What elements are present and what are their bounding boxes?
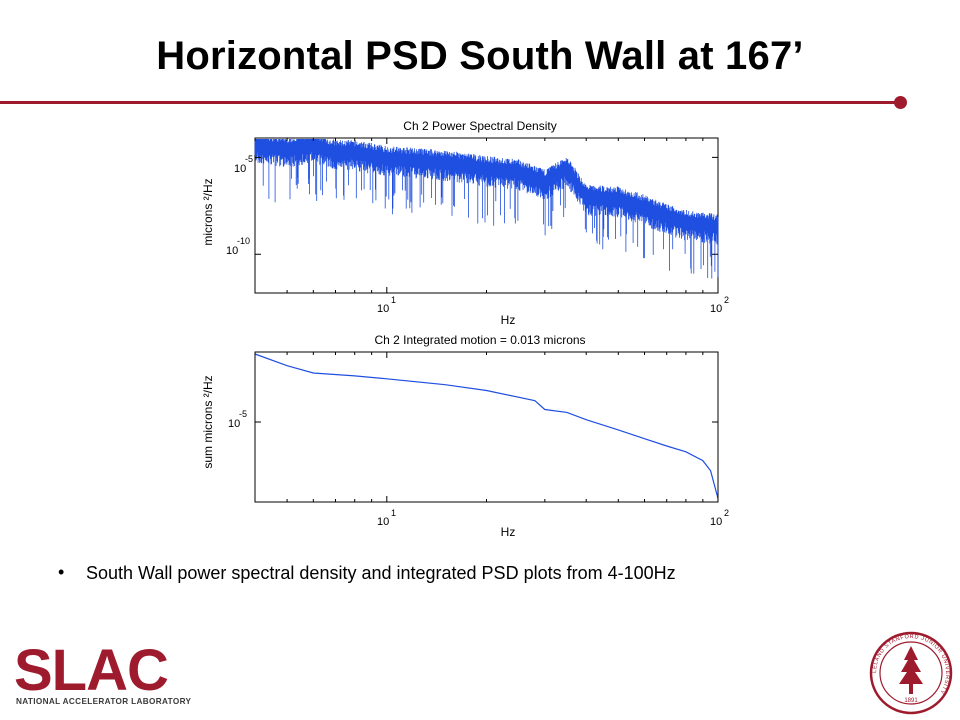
psd-chart-title: Ch 2 Power Spectral Density [403, 119, 556, 133]
psd-y-axis-label: microns ²/Hz [201, 178, 215, 245]
integrated-y-tick-1-base: 10 [228, 418, 240, 430]
slac-logo: SLAC [14, 642, 169, 698]
psd-y-tick-2-base: 10 [226, 245, 238, 257]
bullet-text: South Wall power spectral density and in… [86, 563, 676, 583]
psd-y-tick-1-exp: -5 [245, 154, 253, 164]
integrated-y-axis-label: sum microns ²/Hz [201, 375, 215, 468]
psd-series-trace [254, 139, 719, 279]
psd-y-tick-1-base: 10 [234, 163, 246, 175]
psd-x-tick-2-base: 10 [710, 303, 722, 315]
seal-tree [899, 646, 923, 694]
psd-x-axis-label: Hz [501, 313, 516, 327]
axis-tick-marks [254, 138, 719, 502]
integrated-series-line [254, 353, 719, 499]
integrated-x-axis-label: Hz [501, 525, 516, 539]
title-divider-dot [894, 96, 907, 109]
slac-logo-subtitle: NATIONAL ACCELERATOR LABORATORY [16, 697, 192, 706]
psd-series-band [254, 139, 719, 279]
integrated-x-tick-2-base: 10 [710, 516, 722, 528]
integrated-x-tick-1-base: 10 [377, 516, 389, 528]
psd-y-tick-2-exp: -10 [237, 236, 250, 246]
title-divider [0, 101, 900, 104]
integrated-x-tick-2-exp: 2 [724, 508, 729, 518]
svg-text:sum microns ²/Hz: sum microns ²/Hz [201, 375, 215, 468]
stanford-seal-icon: LELAND STANFORD JUNIOR UNIVERSITY 1891 [869, 631, 953, 715]
bullet-marker: • [58, 562, 65, 582]
integrated-chart-title: Ch 2 Integrated motion = 0.013 microns [374, 333, 585, 347]
psd-figure: Ch 2 Power Spectral Density microns ²/Hz… [201, 119, 729, 539]
psd-x-tick-1-exp: 1 [391, 295, 396, 305]
svg-text:microns ²/Hz: microns ²/Hz [201, 178, 215, 245]
integrated-y-tick-1-exp: -5 [239, 409, 247, 419]
psd-x-tick-1-base: 10 [377, 303, 389, 315]
psd-x-tick-2-exp: 2 [724, 295, 729, 305]
seal-year: 1891 [904, 698, 918, 704]
integrated-chart: Ch 2 Integrated motion = 0.013 microns s… [201, 333, 729, 539]
psd-chart: Ch 2 Power Spectral Density microns ²/Hz… [201, 119, 729, 327]
integrated-plot-area [254, 351, 719, 503]
slac-logo-text: SLAC [14, 642, 168, 698]
integrated-x-tick-1-exp: 1 [391, 508, 396, 518]
slide-title: Horizontal PSD South Wall at 167’ [156, 34, 804, 78]
